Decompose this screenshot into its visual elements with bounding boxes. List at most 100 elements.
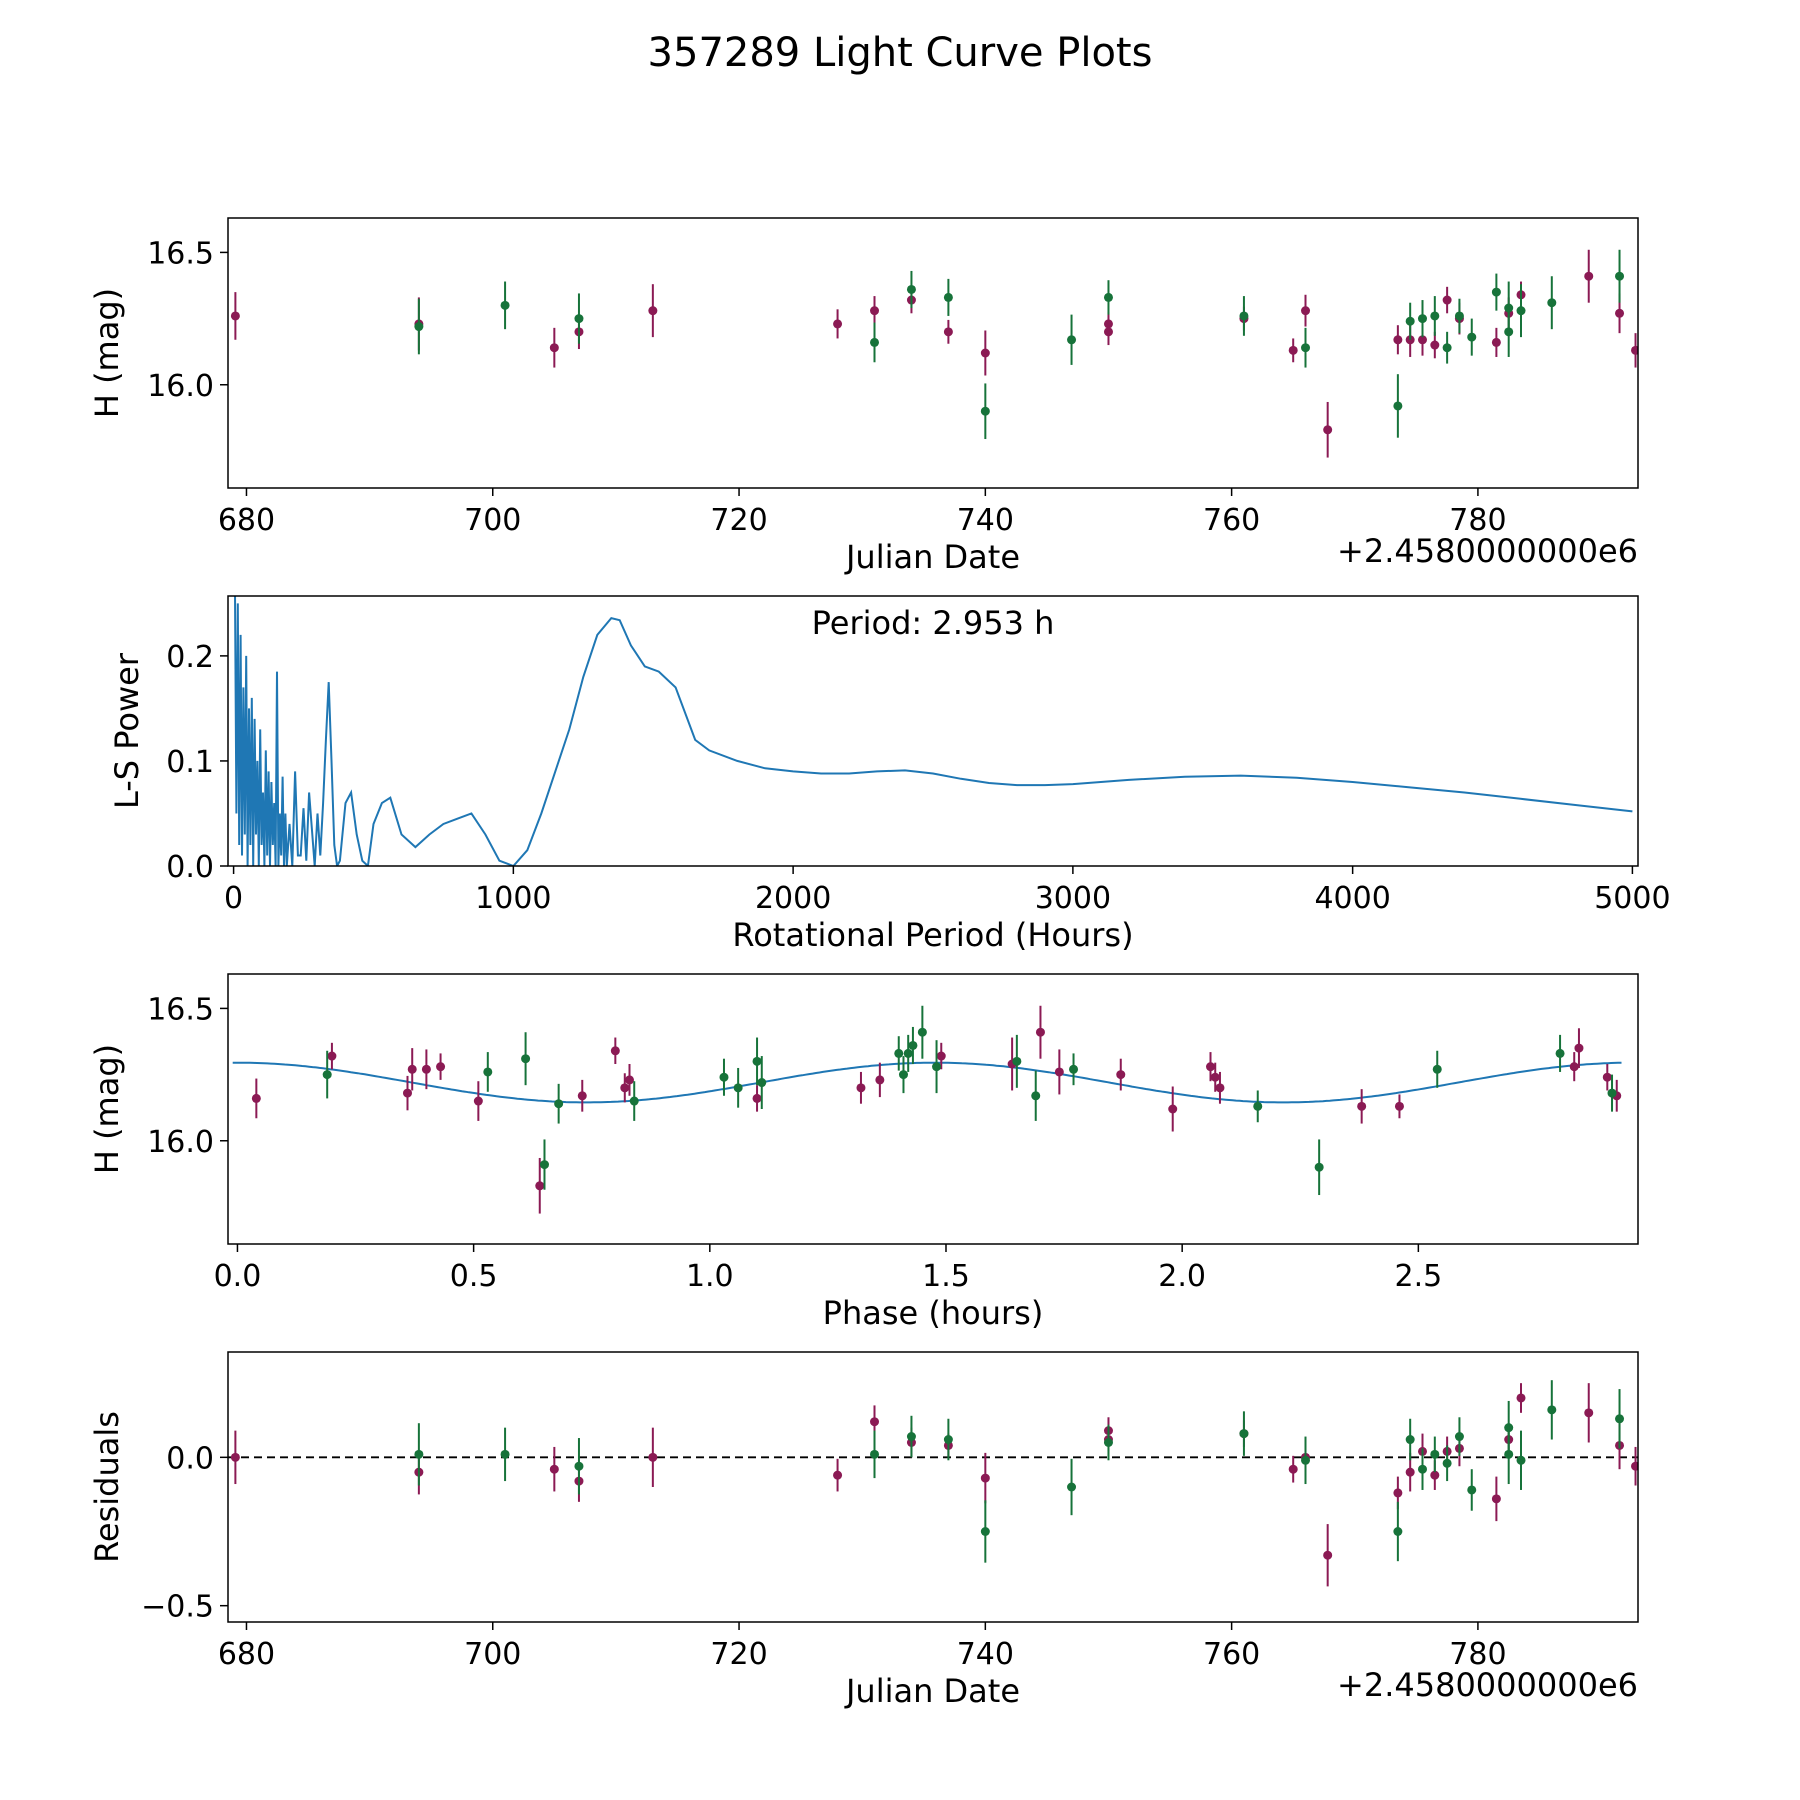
data-point [500,300,510,310]
x-tick-label: 2.0 [1158,1259,1206,1294]
phased-plot-area [232,1005,1622,1214]
x-tick-label: 2000 [755,881,831,916]
y-tick-label: 0.0 [166,1441,214,1476]
data-point [1442,343,1452,353]
data-point [906,1432,916,1442]
data-point [1116,1070,1126,1080]
data-point [1516,1455,1526,1465]
lightcurve-y-axis-label: H (mag) [88,288,126,418]
data-point [251,1093,261,1103]
x-tick-label: 2.5 [1394,1259,1442,1294]
residuals-x-offset-label: +2.4580000000e6 [1337,1666,1638,1704]
data-point [1215,1083,1225,1093]
data-point [943,292,953,302]
data-point [230,1452,240,1462]
data-point [932,1062,942,1072]
data-point [554,1099,564,1109]
data-point [894,1048,904,1058]
data-point [625,1075,635,1085]
data-point [230,311,240,321]
data-point [1069,1064,1079,1074]
data-point [1631,345,1638,355]
y-tick-label: 0.0 [166,850,214,885]
data-point [906,284,916,294]
data-point [1253,1101,1263,1111]
period-annotation: Period: 2.953 h [812,604,1055,642]
data-point [1035,1027,1045,1037]
data-point [327,1051,337,1061]
x-tick-label: 780 [1449,1637,1506,1672]
data-point [1357,1101,1367,1111]
x-tick-label: 680 [218,1637,275,1672]
data-point [521,1054,531,1064]
data-point [407,1064,417,1074]
data-point [1301,343,1311,353]
data-point [1405,316,1415,326]
data-point [610,1046,620,1056]
lightcurve-x-offset-label: +2.4580000000e6 [1337,532,1638,570]
x-tick-label: 680 [218,503,275,538]
data-point [1432,1064,1442,1074]
data-point [833,1470,843,1480]
data-point [1454,1432,1464,1442]
lightcurve-axes-frame [227,217,1639,489]
data-point [1504,303,1514,313]
data-point [1393,335,1403,345]
lightcurve-ticks: 680 700 720 740 760 780 16.0 16.5 [147,236,1506,538]
data-point [870,306,880,316]
data-point [1067,1482,1077,1492]
x-tick-label: 3000 [1035,881,1111,916]
data-point [1394,1101,1404,1111]
data-point [1206,1062,1216,1072]
data-point [549,1464,559,1474]
x-tick-label: 1.0 [686,1259,734,1294]
data-point [1239,311,1249,321]
residuals-axes-frame [227,1351,1639,1623]
data-point [1615,308,1625,318]
data-point [414,322,424,332]
data-point [1210,1072,1220,1082]
x-tick-label: 4000 [1314,881,1390,916]
data-point [1516,1393,1526,1403]
x-tick-label: 760 [1203,503,1260,538]
y-tick-label: 16.0 [147,369,214,404]
y-tick-label: 0.2 [166,640,214,675]
data-point [473,1096,483,1106]
data-point [1516,306,1526,316]
y-tick-label: 16.5 [147,236,214,271]
data-point [1491,287,1501,297]
data-point [421,1064,431,1074]
x-tick-label: 0.0 [214,1259,262,1294]
data-point [980,1527,990,1537]
data-point [980,406,990,416]
data-point [1417,314,1427,324]
phased-panel: 0.0 0.5 1.0 1.5 2.0 2.5 16.0 16.5 Phase (hours)… [88,973,1639,1332]
x-tick-label: 740 [957,503,1014,538]
data-point [1405,1467,1415,1477]
x-tick-label: 780 [1449,503,1506,538]
data-point [1607,1088,1617,1098]
x-tick-label: 720 [710,1637,767,1672]
data-point [574,1461,584,1471]
data-point [1491,337,1501,347]
x-tick-label: 0 [224,881,243,916]
data-point [1054,1067,1064,1077]
data-point [1615,1414,1625,1424]
data-point [1031,1091,1041,1101]
y-tick-label: 16.5 [147,992,214,1027]
data-point [719,1072,729,1082]
data-point [1168,1104,1178,1114]
x-tick-label: 720 [710,503,767,538]
phased-x-axis-label: Phase (hours) [823,1294,1044,1332]
data-point [1067,335,1077,345]
data-point [1323,425,1333,435]
x-tick-label: 740 [957,1637,1014,1672]
data-point [1454,311,1464,321]
periodogram-panel: 0 1000 2000 3000 4000 5000 0.0 0.1 0.2 Rotationa… [108,595,1671,954]
data-point [936,1051,946,1061]
data-point [1288,1464,1298,1474]
lightcurve-x-axis-label: Julian Date [844,538,1020,576]
data-point [436,1062,446,1072]
y-tick-label: −0.5 [141,1590,214,1625]
